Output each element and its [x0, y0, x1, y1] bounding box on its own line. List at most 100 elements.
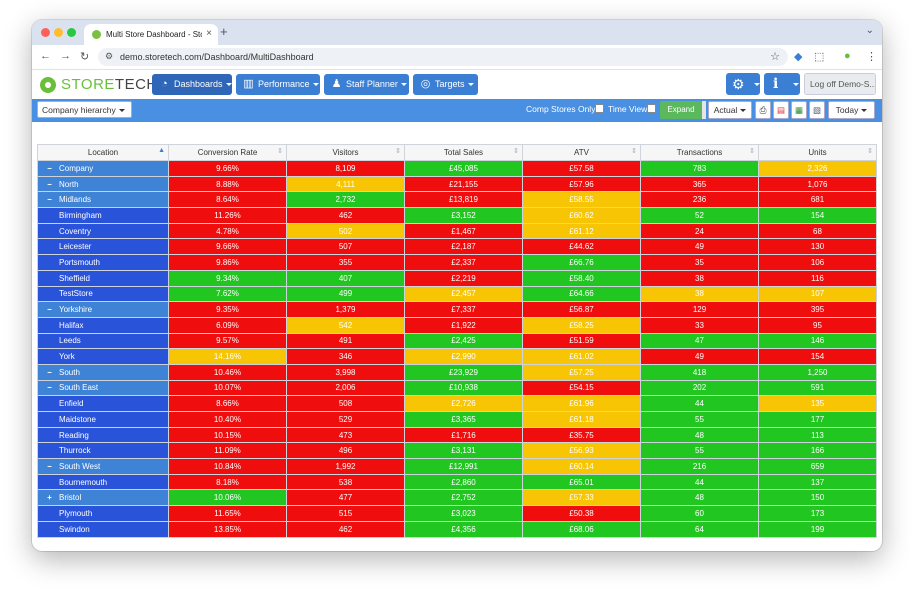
print-button[interactable]: ⎙ — [755, 101, 771, 119]
collapse-row-icon[interactable]: − — [47, 367, 52, 377]
export-csv-button[interactable]: ▧ — [809, 101, 825, 119]
comp-stores-checkbox[interactable] — [595, 104, 604, 113]
table-row[interactable]: + Bristol 10.06% 477 £2,752 £57.33 48 150 — [37, 489, 877, 507]
location-cell[interactable]: Portsmouth — [37, 254, 169, 271]
sort-icon[interactable]: ⇕ — [867, 148, 873, 155]
table-row[interactable]: Sheffield 9.34% 407 £2,219 £58.40 38 116 — [37, 269, 877, 287]
table-row[interactable]: Leicester 9.66% 507 £2,187 £44.62 49 130 — [37, 238, 877, 256]
location-cell[interactable]: − South — [37, 363, 169, 381]
table-row[interactable]: Reading 10.15% 473 £1,716 £35.75 48 113 — [37, 426, 877, 444]
table-row[interactable]: − South West 10.84% 1,992 £12,991 £60.14 216 65… — [37, 458, 877, 475]
location-cell[interactable]: Birmingham — [37, 207, 169, 224]
extension-icon[interactable]: ◆ — [794, 51, 803, 63]
table-row[interactable]: Enfield 8.66% 508 £2,726 £61.96 44 135 — [37, 395, 877, 412]
tab-search-chevron-icon[interactable]: ⌄ — [865, 25, 874, 36]
location-cell[interactable]: + Bristol — [37, 489, 169, 507]
location-cell[interactable]: Halifax — [37, 316, 169, 334]
period-dropdown[interactable]: Today — [828, 101, 875, 119]
collapse-row-icon[interactable]: − — [47, 179, 52, 189]
table-row[interactable]: Halifax 6.09% 542 £1,922 £58.25 33 95 — [37, 316, 877, 334]
collapse-row-icon[interactable]: − — [47, 383, 52, 393]
table-row[interactable]: − Yorkshire 9.35% 1,379 £7,337 £56.87 129 395 — [37, 301, 877, 318]
location-cell[interactable]: − Yorkshire — [37, 301, 169, 318]
location-cell[interactable]: − South West — [37, 458, 169, 475]
column-header-atv[interactable]: ATV ⇕ — [522, 144, 641, 161]
collapse-row-icon[interactable]: − — [47, 305, 52, 315]
url-field[interactable]: ⚙ demo.storetech.com/Dashboard/MultiDash… — [98, 48, 788, 66]
nav-performance-button[interactable]: ▥ Performance — [236, 74, 320, 95]
expand-row-icon[interactable]: + — [47, 493, 52, 503]
extensions-puzzle-icon[interactable]: ⬚ — [814, 51, 825, 63]
location-cell[interactable]: − South East — [37, 379, 169, 397]
table-row[interactable]: Swindon 13.85% 462 £4,356 £68.06 64 199 — [37, 520, 877, 538]
table-row[interactable]: Portsmouth 9.86% 355 £2,337 £66.76 35 106 — [37, 254, 877, 271]
forward-arrow-icon[interactable]: → — [60, 50, 71, 62]
location-cell[interactable]: TestStore — [37, 285, 169, 303]
profile-avatar-icon[interactable]: ● — [844, 50, 851, 62]
location-cell[interactable]: Sheffield — [37, 269, 169, 287]
sort-icon[interactable]: ⇕ — [513, 148, 519, 155]
table-row[interactable]: − Midlands 8.64% 2,732 £13,819 £58.55 236 681 — [37, 191, 877, 209]
location-cell[interactable]: York — [37, 348, 169, 365]
storetech-logo[interactable]: STORETECH — [61, 76, 158, 93]
table-row[interactable]: Coventry 4.78% 502 £1,467 £61.12 24 68 — [37, 222, 877, 240]
sort-icon[interactable]: ⇕ — [395, 148, 401, 155]
site-info-icon[interactable]: ⚙ — [105, 51, 114, 61]
collapse-row-icon[interactable]: − — [47, 195, 52, 205]
new-tab-icon[interactable]: + — [220, 24, 228, 39]
sort-icon[interactable]: ⇕ — [749, 148, 755, 155]
location-cell[interactable]: Maidstone — [37, 411, 169, 428]
collapse-row-icon[interactable]: − — [47, 163, 52, 173]
sort-icon[interactable]: ⇕ — [277, 148, 283, 155]
location-cell[interactable]: Leeds — [37, 332, 169, 350]
sort-icon[interactable]: ⇕ — [631, 148, 637, 155]
table-row[interactable]: − South 10.46% 3,998 £23,929 £57.25 418 1,250 — [37, 363, 877, 381]
table-row[interactable]: Bournemouth 8.18% 538 £2,860 £65.01 44 137 — [37, 473, 877, 491]
maximize-window-button[interactable] — [67, 28, 76, 37]
logoff-button[interactable]: Log off Demo-S... — [804, 73, 876, 95]
collapse-row-icon[interactable]: − — [47, 461, 52, 471]
table-row[interactable]: − South East 10.07% 2,006 £10,938 £54.15 202 59… — [37, 379, 877, 397]
export-pdf-button[interactable]: ▤ — [773, 101, 789, 119]
hierarchy-dropdown[interactable]: Company hierarchy — [37, 101, 132, 118]
column-header-total-sales[interactable]: Total Sales ⇕ — [404, 144, 523, 161]
info-menu-button[interactable]: i — [764, 73, 800, 95]
table-row[interactable]: TestStore 7.62% 499 £2,457 £64.66 38 107 — [37, 285, 877, 303]
actual-dropdown[interactable]: Actual — [708, 101, 752, 119]
minimize-window-button[interactable] — [54, 28, 63, 37]
column-header-visitors[interactable]: Visitors ⇕ — [286, 144, 405, 161]
table-row[interactable]: Thurrock 11.09% 496 £3,131 £56.93 55 166 — [37, 442, 877, 460]
browser-menu-icon[interactable]: ⋮ — [866, 51, 877, 63]
column-header-location[interactable]: Location ▲ — [37, 144, 169, 161]
location-cell[interactable]: Plymouth — [37, 505, 169, 522]
close-tab-icon[interactable]: × — [206, 28, 212, 39]
nav-targets-button[interactable]: ◎ Targets — [413, 74, 478, 95]
location-cell[interactable]: Reading — [37, 426, 169, 444]
sort-ascending-icon[interactable]: ▲ — [158, 147, 165, 154]
column-header-units[interactable]: Units ⇕ — [758, 144, 877, 161]
column-header-conversion-rate[interactable]: Conversion Rate ⇕ — [168, 144, 287, 161]
nav-dashboards-button[interactable]: ◔ Dashboards — [152, 74, 232, 95]
table-row[interactable]: Plymouth 11.65% 515 £3,023 £50.38 60 173 — [37, 505, 877, 522]
expand-toggle[interactable] — [702, 101, 706, 119]
table-row[interactable]: Maidstone 10.40% 529 £3,365 £61.18 55 177 — [37, 411, 877, 428]
location-cell[interactable]: Swindon — [37, 520, 169, 538]
close-window-button[interactable] — [41, 28, 50, 37]
nav-staff-planner-button[interactable]: ♟ Staff Planner — [324, 74, 409, 95]
settings-menu-button[interactable]: ⚙ — [726, 73, 760, 95]
location-cell[interactable]: Bournemouth — [37, 473, 169, 491]
location-cell[interactable]: Enfield — [37, 395, 169, 412]
browser-tab[interactable]: Multi Store Dashboard - Store × — [84, 24, 218, 45]
time-view-checkbox[interactable] — [647, 104, 656, 113]
table-row[interactable]: York 14.16% 346 £2,990 £61.02 49 154 — [37, 348, 877, 365]
table-row[interactable]: Leeds 9.57% 491 £2,425 £51.59 47 146 — [37, 332, 877, 350]
export-excel-button[interactable]: ▦ — [791, 101, 807, 119]
reload-icon[interactable]: ↻ — [80, 51, 90, 63]
table-row[interactable]: − Company 9.66% 8,109 £45,085 £57.58 783 2,326 — [37, 160, 877, 177]
location-cell[interactable]: − North — [37, 175, 169, 193]
expand-button[interactable]: Expand — [660, 101, 702, 119]
location-cell[interactable]: Leicester — [37, 238, 169, 256]
location-cell[interactable]: − Company — [37, 160, 169, 177]
bookmark-star-icon[interactable]: ☆ — [770, 51, 780, 63]
column-header-transactions[interactable]: Transactions ⇕ — [640, 144, 759, 161]
